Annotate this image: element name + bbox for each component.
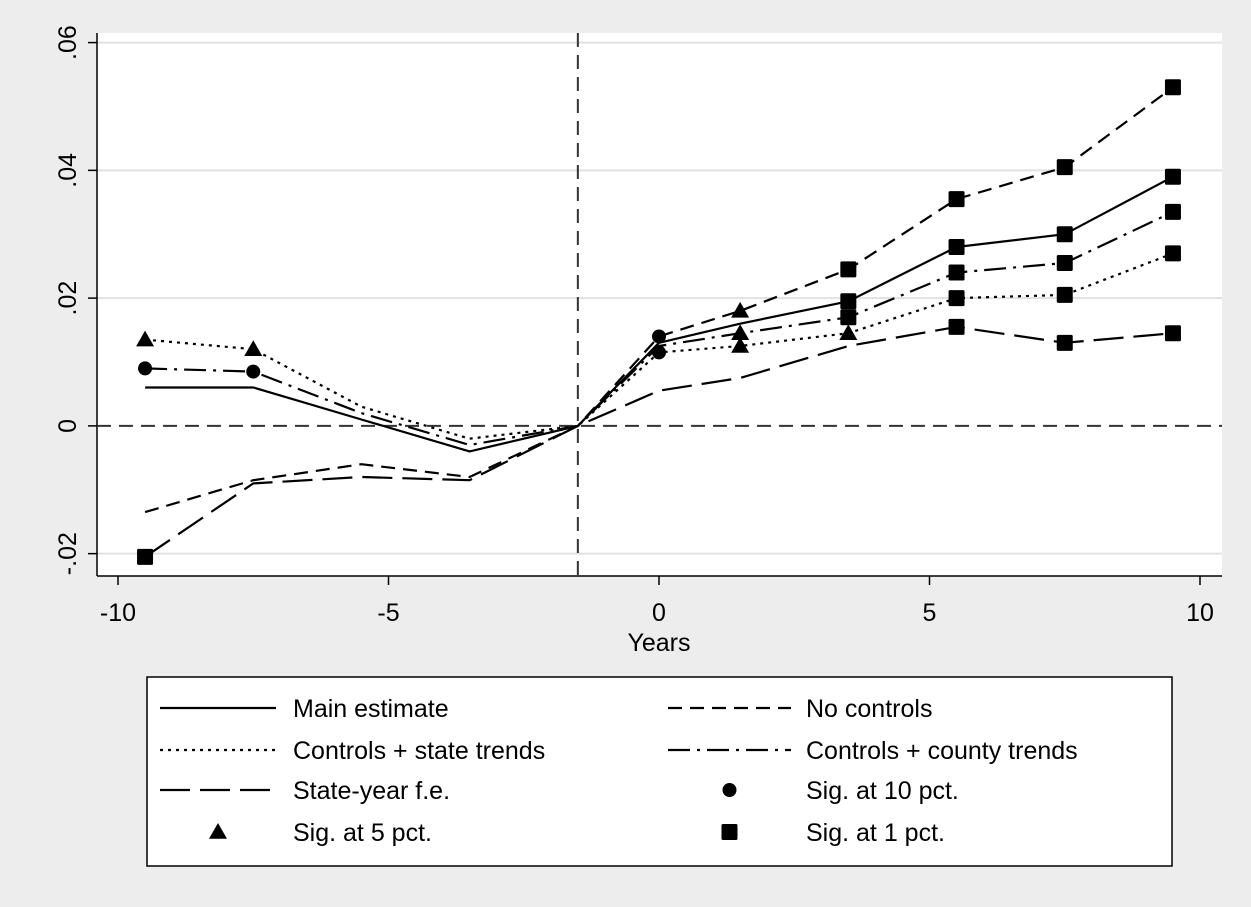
y-tick-label: .04 [54,153,82,188]
data-point-marker [840,293,857,310]
data-point-marker [137,548,154,565]
data-point-marker [731,337,750,353]
data-point-marker [652,345,666,360]
legend-label: Controls + state trends [293,737,545,765]
data-point-marker [1164,79,1181,96]
legend-label: Controls + county trends [806,737,1078,765]
data-point-marker [1056,159,1073,176]
data-point-marker [1056,254,1073,271]
data-point-marker [136,330,155,347]
x-axis-title: Years [627,629,690,657]
plot-area [97,33,1222,576]
data-point-marker [138,361,153,376]
data-point-marker [1056,226,1073,243]
data-point-marker [840,309,857,326]
y-tick-label: -.02 [54,532,82,575]
x-tick-label: 0 [652,599,666,627]
legend-label: State-year f.e. [293,777,450,805]
x-tick-label: 5 [923,599,937,627]
data-point-marker [948,191,965,208]
legend-label: Sig. at 1 pct. [806,819,945,847]
legend-marker [209,823,227,839]
data-point-marker [246,364,261,379]
legend: Main estimate No controls Controls + state… [146,676,1173,867]
x-tick-label: -10 [100,599,136,627]
data-point-marker [1164,203,1181,220]
data-point-marker [1164,325,1181,342]
legend-marker [721,824,738,840]
series-line-4 [144,325,1174,558]
data-point-marker [1056,334,1073,351]
data-point-marker [1164,168,1181,185]
y-tick-label: .02 [54,281,82,316]
data-point-marker [731,324,750,340]
series-line-1 [144,86,1174,514]
data-point-marker [839,324,858,340]
legend-box [146,676,1173,867]
data-point-marker [948,264,965,281]
data-point-marker [652,329,666,344]
data-point-marker [948,290,965,307]
x-tick-label: 10 [1186,599,1214,627]
legend-label: Main estimate [293,695,449,723]
data-point-marker [1056,286,1073,303]
y-tick-label: .06 [54,25,82,60]
legend-label: Sig. at 5 pct. [293,819,432,847]
data-point-marker [1164,245,1181,262]
data-point-marker [840,261,857,278]
data-point-marker [948,239,965,256]
y-tick-label: 0 [54,419,82,433]
x-tick-label: -5 [377,599,399,627]
legend-marker [722,783,737,797]
legend-label: Sig. at 10 pct. [806,777,959,805]
legend-label: No controls [806,695,932,723]
data-point-marker [731,301,750,318]
data-point-marker [948,318,965,335]
data-point-marker [244,340,263,356]
